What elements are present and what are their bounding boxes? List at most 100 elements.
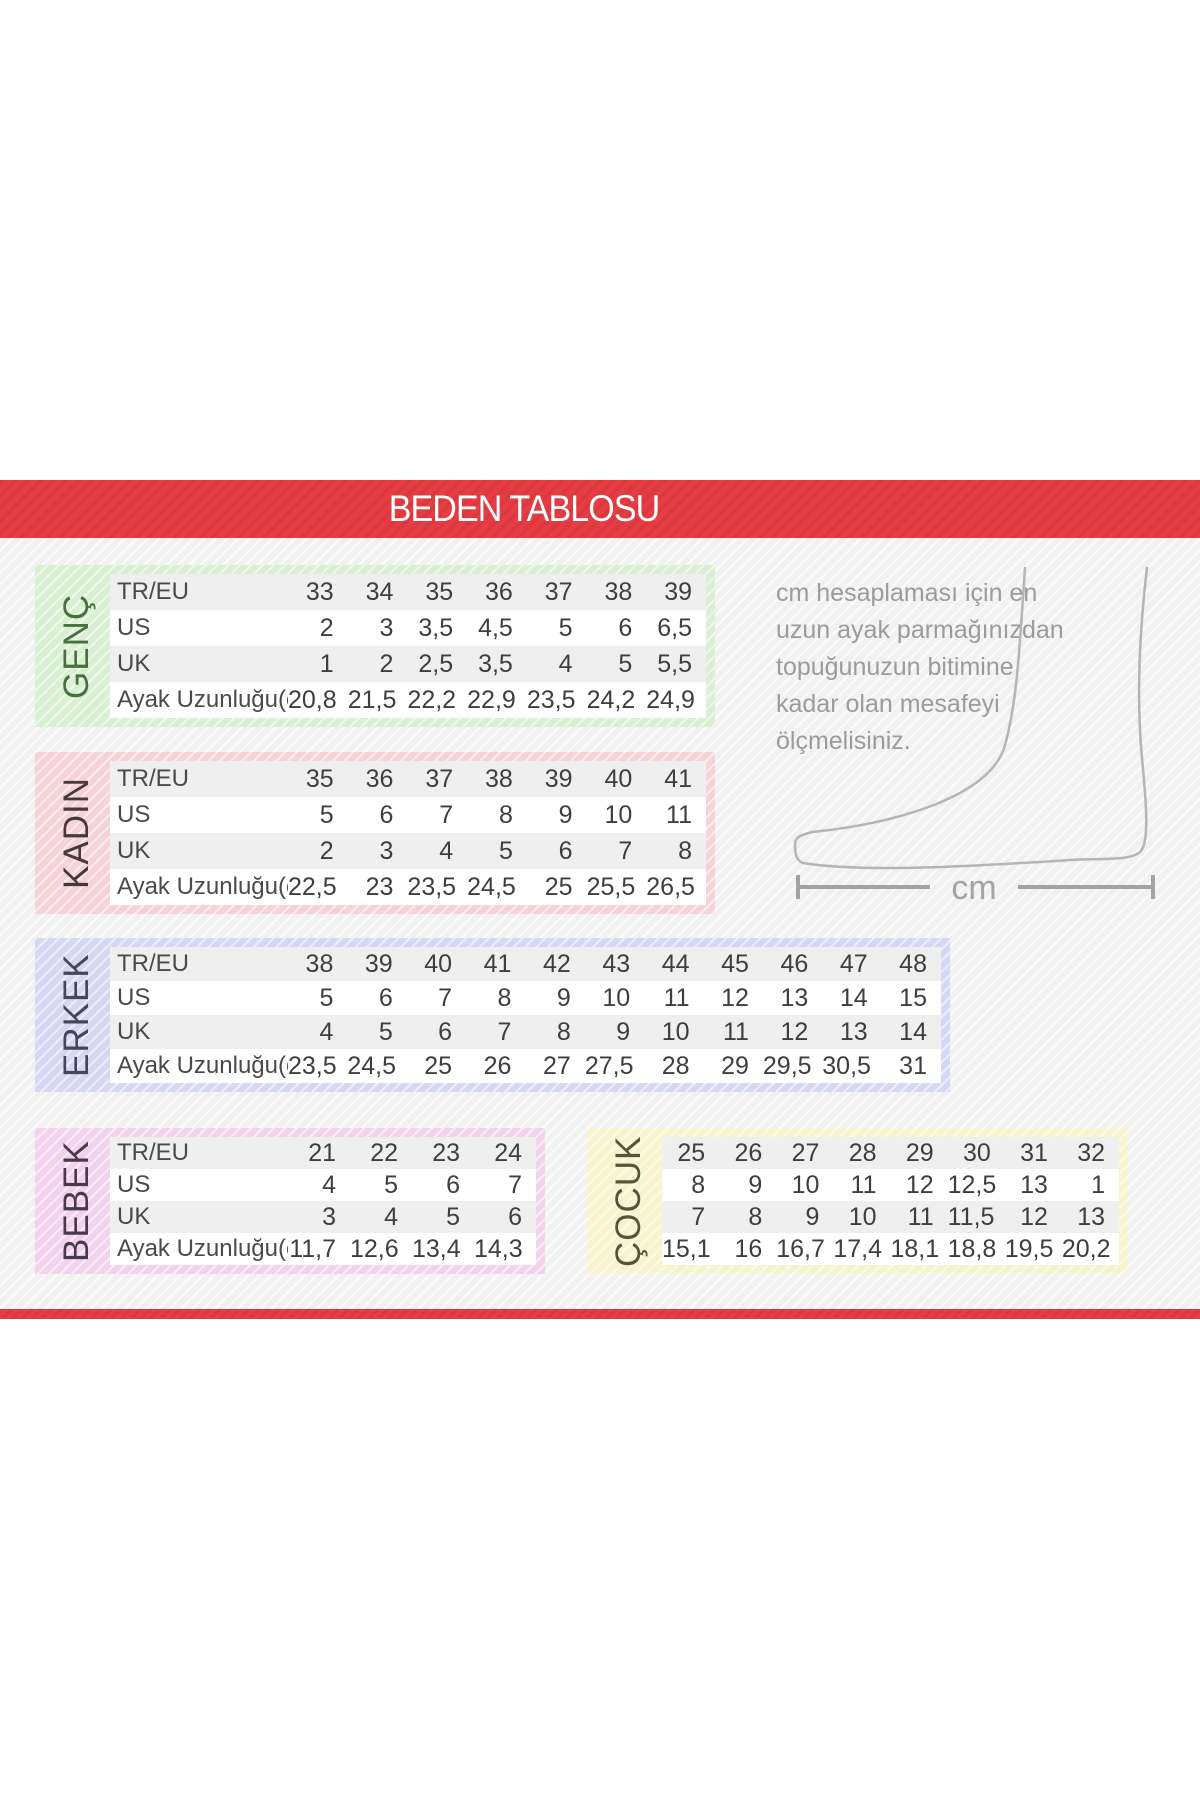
size-cell: 3 <box>347 833 408 869</box>
size-cell: 20,8 <box>288 682 348 718</box>
size-cell: 8 <box>525 1015 585 1049</box>
size-cell: 28 <box>833 1137 891 1169</box>
size-cell: 42 <box>525 947 585 981</box>
size-table-genc: GENÇ TR/EU 33 34 35 36 37 38 39 US 2 3 3,5 4,5 5 6 6,5 UK… <box>35 565 715 727</box>
size-cell: 13,4 <box>412 1233 474 1265</box>
size-cell: 24,2 <box>586 682 647 718</box>
size-cell: 13 <box>822 1015 882 1049</box>
size-cell: 2 <box>347 646 408 682</box>
size-cell: 13 <box>762 981 823 1015</box>
size-cell: 17,4 <box>833 1233 891 1265</box>
size-cell: 36 <box>467 574 527 610</box>
size-cell: 19,5 <box>1004 1233 1062 1265</box>
size-cell: 22,5 <box>288 869 348 905</box>
size-cell: 13 <box>1004 1169 1062 1201</box>
size-cell: 45 <box>703 947 763 981</box>
size-cell: 23 <box>347 869 408 905</box>
size-table-erkek: ERKEK TR/EU 38 39 40 41 42 43 44 45 46 47 48 US 5 6 7 8 9 1… <box>35 938 950 1092</box>
size-cell: 11 <box>890 1201 948 1233</box>
size-cell: 6,5 <box>646 610 706 646</box>
size-cell: 29 <box>703 1049 763 1083</box>
size-cell: 11 <box>644 981 704 1015</box>
size-cell: 11 <box>646 797 706 833</box>
row-header: Ayak Uzunluğu(cm) <box>110 1049 288 1083</box>
size-cell: 37 <box>526 574 587 610</box>
row-header: UK <box>110 1201 288 1233</box>
size-cell: 3 <box>288 1201 350 1233</box>
size-cell: 9 <box>526 797 587 833</box>
size-cell: 7 <box>466 1015 526 1049</box>
size-cell: 5 <box>288 797 348 833</box>
row-header: Ayak Uzunluğu(cm) <box>110 682 288 718</box>
row-header: Ayak Uzunluğu(cm) <box>110 869 288 905</box>
size-cell: 9 <box>776 1201 834 1233</box>
size-cell: 38 <box>288 947 348 981</box>
size-cell: 10 <box>584 981 645 1015</box>
size-table-cocuk: ÇOCUK 25 26 27 28 29 30 31 32 8 9 10 11 12 12,5 13 1 7 8 9 1… <box>587 1128 1128 1274</box>
size-table-label-erkek: ERKEK <box>57 953 96 1077</box>
size-cell: 2,5 <box>407 646 468 682</box>
size-table-label-bebek: BEBEK <box>57 1140 96 1262</box>
size-cell: 29,5 <box>762 1049 823 1083</box>
size-cell: 43 <box>584 947 645 981</box>
size-cell: 4,5 <box>467 610 527 646</box>
size-cell: 29 <box>890 1137 948 1169</box>
size-cell: 14,3 <box>474 1233 536 1265</box>
size-cell: 12 <box>1004 1201 1062 1233</box>
size-cell: 5 <box>350 1169 412 1201</box>
size-cell: 24 <box>474 1137 536 1169</box>
size-table-grid-kadin: TR/EU 35 36 37 38 39 40 41 US 5 6 7 8 9 10 11 UK 2 3 4 5 6 7 8 A… <box>110 761 706 905</box>
size-cell: 8 <box>662 1169 720 1201</box>
size-cell: 4 <box>407 833 468 869</box>
size-cell: 32 <box>1061 1137 1119 1169</box>
row-header: US <box>110 610 288 646</box>
size-cell: 27 <box>776 1137 834 1169</box>
size-cell: 12 <box>762 1015 823 1049</box>
size-cell: 15,1 <box>662 1233 720 1265</box>
row-header: UK <box>110 646 288 682</box>
size-cell: 38 <box>467 761 527 797</box>
size-cell: 44 <box>644 947 704 981</box>
size-cell: 7 <box>474 1169 536 1201</box>
size-cell: 6 <box>412 1169 474 1201</box>
row-header: UK <box>110 833 288 869</box>
size-cell: 9 <box>719 1169 777 1201</box>
size-cell: 13 <box>1061 1201 1119 1233</box>
size-cell: 22 <box>350 1137 412 1169</box>
row-header: TR/EU <box>110 761 288 797</box>
size-table-label-cocuk: ÇOCUK <box>609 1135 648 1267</box>
row-header: TR/EU <box>110 1137 288 1169</box>
size-table-grid-genc: TR/EU 33 34 35 36 37 38 39 US 2 3 3,5 4,5 5 6 6,5 UK 1 2 2,… <box>110 574 706 718</box>
size-table-label-kadin: KADIN <box>57 777 96 889</box>
size-table-bebek: BEBEK TR/EU 21 22 23 24 US 4 5 6 7 UK 3 4 5 6 Ayak Uzunl… <box>35 1128 545 1274</box>
size-cell: 22,9 <box>467 682 527 718</box>
size-cell: 24,5 <box>467 869 527 905</box>
size-cell: 39 <box>526 761 587 797</box>
size-cell: 38 <box>586 574 647 610</box>
size-cell: 21,5 <box>347 682 408 718</box>
size-cell: 47 <box>822 947 882 981</box>
size-cell: 12,5 <box>947 1169 1005 1201</box>
cm-measure-line <box>796 875 1155 899</box>
size-cell: 39 <box>347 947 407 981</box>
size-cell: 36 <box>347 761 408 797</box>
size-cell: 26 <box>719 1137 777 1169</box>
size-cell: 11,7 <box>288 1233 350 1265</box>
size-cell: 16 <box>719 1233 777 1265</box>
size-chart-title: BEDEN TABLOSU <box>388 488 660 529</box>
size-cell: 25 <box>406 1049 467 1083</box>
size-cell: 6 <box>347 981 407 1015</box>
size-cell: 5,5 <box>646 646 706 682</box>
size-cell: 25 <box>662 1137 720 1169</box>
size-cell: 24,9 <box>646 682 706 718</box>
row-header: US <box>110 981 288 1015</box>
size-cell: 1 <box>1061 1169 1119 1201</box>
size-cell: 5 <box>526 610 587 646</box>
size-cell: 11 <box>703 1015 763 1049</box>
size-table-grid-erkek: TR/EU 38 39 40 41 42 43 44 45 46 47 48 US 5 6 7 8 9 10 11 12… <box>110 947 941 1083</box>
size-cell: 11,5 <box>947 1201 1005 1233</box>
size-cell: 3,5 <box>467 646 527 682</box>
measurement-note: cm hesaplaması için en uzun ayak parmağı… <box>776 579 1064 755</box>
size-cell: 18,8 <box>947 1233 1005 1265</box>
